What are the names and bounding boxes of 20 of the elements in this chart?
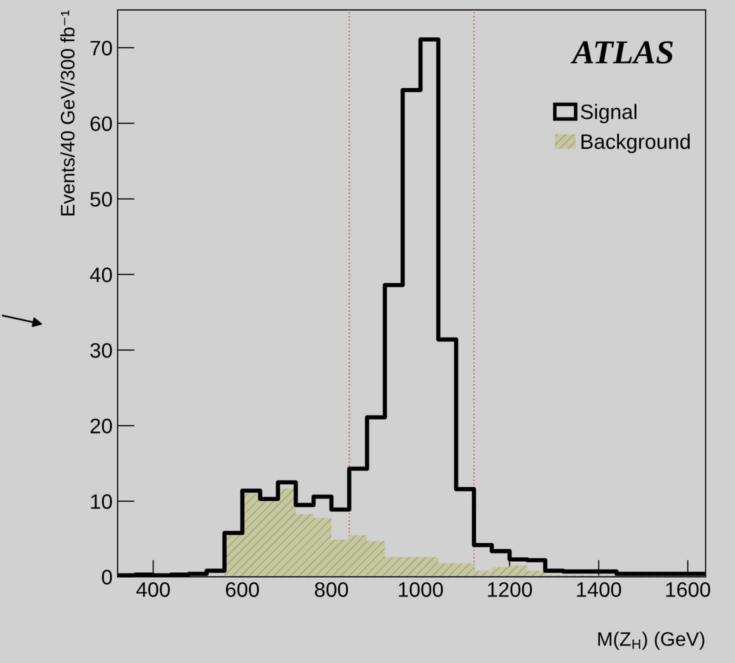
y-tick-label: 40	[90, 267, 112, 282]
x-tick-label: 800	[314, 582, 348, 597]
x-axis-title: M(Z$_{H}$) (GeV)	[598, 632, 704, 650]
x-tick-label: 1000	[398, 582, 443, 597]
x-tick-label: 1600	[666, 582, 710, 597]
y-tick-label: 70	[90, 40, 112, 56]
x-tick-label: 600	[226, 582, 259, 597]
legend-label: Signal	[580, 104, 636, 124]
y-tick-label: 50	[90, 192, 112, 207]
y-axis-title: Events/40 GeV/300 fb⁻¹	[60, 10, 75, 216]
y-tick-label: 30	[90, 343, 112, 358]
y-tick-label: 0	[102, 570, 112, 585]
x-tick-label: 1400	[577, 582, 622, 597]
annotation: ATLAS	[570, 41, 673, 64]
legend-label: Background	[582, 134, 690, 154]
x-tick-label: 1200	[488, 582, 532, 597]
y-tick-label: 20	[90, 418, 112, 434]
y-tick-label: 10	[91, 494, 112, 509]
x-tick-label: 400	[136, 582, 170, 597]
y-tick-label: 60	[90, 116, 112, 132]
